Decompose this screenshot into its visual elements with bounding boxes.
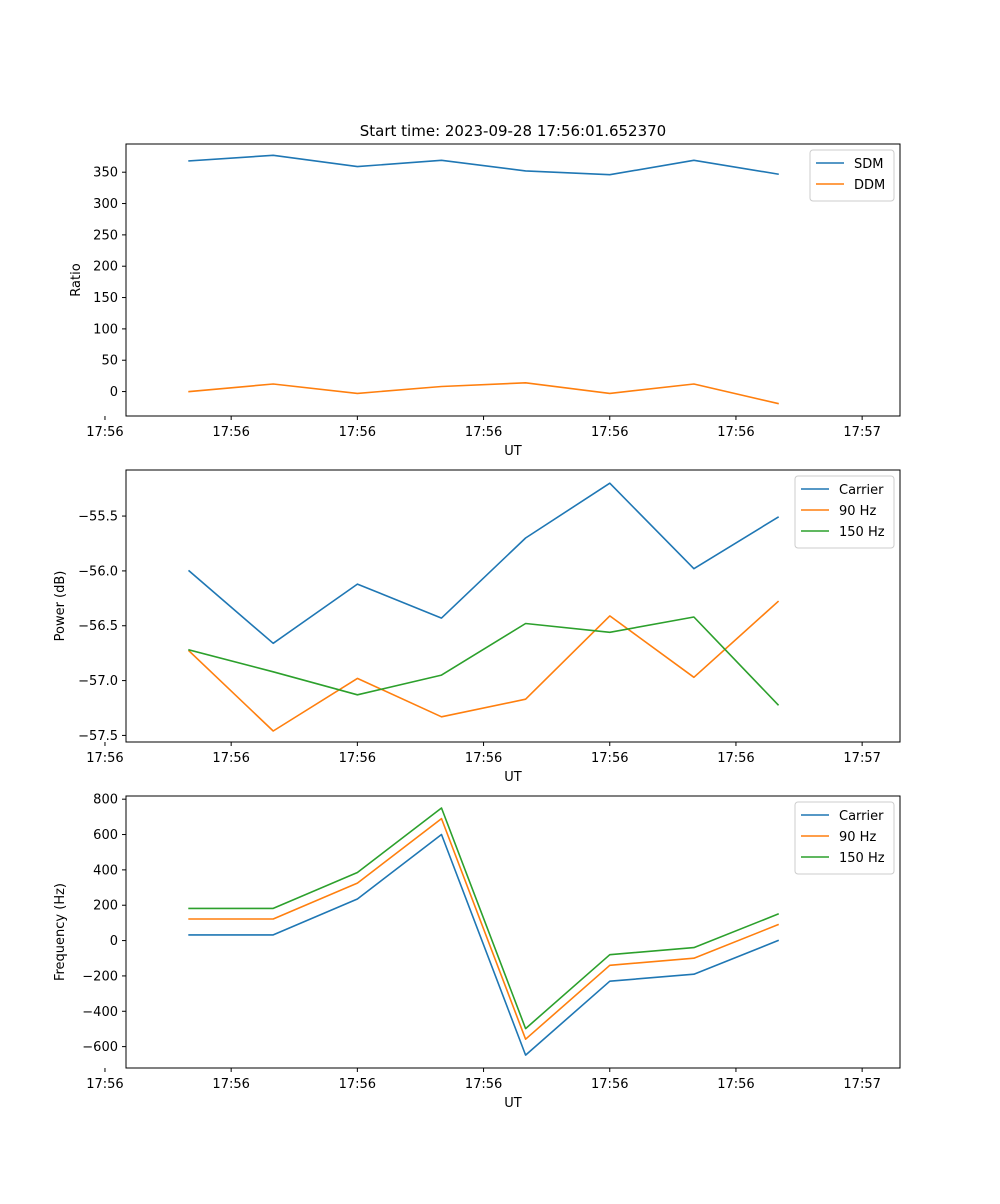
plot-frame	[125, 143, 901, 417]
x-tick-label: 17:56	[717, 1077, 754, 1092]
series-line-150-hz	[188, 807, 780, 1030]
x-tick-label: 17:56	[339, 425, 376, 440]
chart-panel-3: 17:56 17:56 17:56 17:56 17:56 17:56 17:57 −600 −…	[53, 793, 901, 1111]
x-tick-label: 17:57	[843, 425, 880, 440]
x-axis-label: UT	[504, 770, 522, 785]
legend-entry: DDM	[854, 178, 885, 193]
x-tick-label: 17:56	[339, 1077, 376, 1092]
x-tick-label: 17:56	[86, 425, 123, 440]
series-line-carrier	[188, 833, 780, 1056]
legend-entry: Carrier	[839, 809, 884, 824]
legend-entry: 90 Hz	[839, 504, 876, 519]
legend-entry: SDM	[854, 157, 883, 172]
figure-title: Start time: 2023-09-28 17:56:01.652370	[360, 122, 666, 140]
y-tick-label: −56.0	[78, 564, 118, 579]
y-tick-label: 600	[93, 828, 118, 843]
x-tick-label: 17:56	[717, 751, 754, 766]
y-tick-label: 400	[93, 863, 118, 878]
x-tick-label: 17:56	[339, 751, 376, 766]
legend-entry: 90 Hz	[839, 830, 876, 845]
legend: Carrier 90 Hz 150 Hz	[794, 801, 895, 875]
y-tick-label: −57.0	[78, 674, 118, 689]
series-line-carrier	[187, 482, 780, 645]
y-tick-label: 350	[93, 166, 118, 181]
y-tick-label: −600	[82, 1040, 118, 1055]
y-tick-label: 200	[93, 260, 118, 275]
legend: SDM DDM	[809, 149, 895, 202]
y-tick-label: 0	[110, 934, 118, 949]
series-line-sdm	[188, 154, 779, 176]
x-tick-label: 17:56	[86, 751, 123, 766]
x-tick-label: 17:56	[212, 1077, 249, 1092]
x-tick-label: 17:56	[591, 751, 628, 766]
legend-box	[794, 475, 895, 549]
y-axis-label: Power (dB)	[53, 571, 68, 642]
chart-panel-2: 17:56 17:56 17:56 17:56 17:56 17:56 17:57 −57.5…	[53, 469, 901, 785]
legend-entry: 150 Hz	[839, 525, 885, 540]
y-tick-label: 50	[101, 354, 118, 369]
x-tick-label: 17:57	[843, 1077, 880, 1092]
y-tick-label: 0	[110, 385, 118, 400]
x-tick-label: 17:56	[717, 425, 754, 440]
legend-entry: Carrier	[839, 483, 884, 498]
y-tick-label: −200	[82, 969, 118, 984]
x-tick-label: 17:56	[465, 425, 502, 440]
plot-frame	[125, 795, 901, 1069]
plot-frame	[125, 469, 901, 743]
y-axis-label: Frequency (Hz)	[53, 883, 68, 981]
legend-box	[794, 801, 895, 875]
series-line-ddm	[188, 381, 779, 405]
x-tick-label: 17:56	[591, 1077, 628, 1092]
x-axis-label: UT	[504, 1096, 522, 1111]
y-tick-label: −56.5	[78, 619, 118, 634]
series-line-90-hz	[188, 817, 780, 1040]
x-tick-label: 17:56	[591, 425, 628, 440]
y-axis-label: Ratio	[69, 263, 84, 296]
legend: Carrier 90 Hz 150 Hz	[794, 475, 895, 549]
series-line-90-hz	[187, 600, 780, 732]
y-tick-label: 800	[93, 793, 118, 808]
y-tick-label: −400	[82, 1005, 118, 1020]
x-tick-label: 17:56	[465, 751, 502, 766]
y-tick-label: 250	[93, 228, 118, 243]
x-tick-label: 17:57	[843, 751, 880, 766]
y-tick-label: 100	[93, 322, 118, 337]
x-tick-label: 17:56	[86, 1077, 123, 1092]
x-axis-label: UT	[504, 444, 522, 459]
x-tick-label: 17:56	[212, 425, 249, 440]
y-tick-label: 300	[93, 197, 118, 212]
y-tick-label: −57.5	[78, 729, 118, 744]
y-tick-label: 150	[93, 291, 118, 306]
series-line-150-hz	[188, 616, 780, 706]
chart-panel-1: 17:56 17:56 17:56 17:56 17:56 17:56 17:57 0 50 10…	[69, 143, 901, 459]
y-tick-label: −55.5	[78, 510, 118, 525]
y-tick-label: 200	[93, 899, 118, 914]
legend-entry: 150 Hz	[839, 851, 885, 866]
x-tick-label: 17:56	[212, 751, 249, 766]
x-tick-label: 17:56	[465, 1077, 502, 1092]
